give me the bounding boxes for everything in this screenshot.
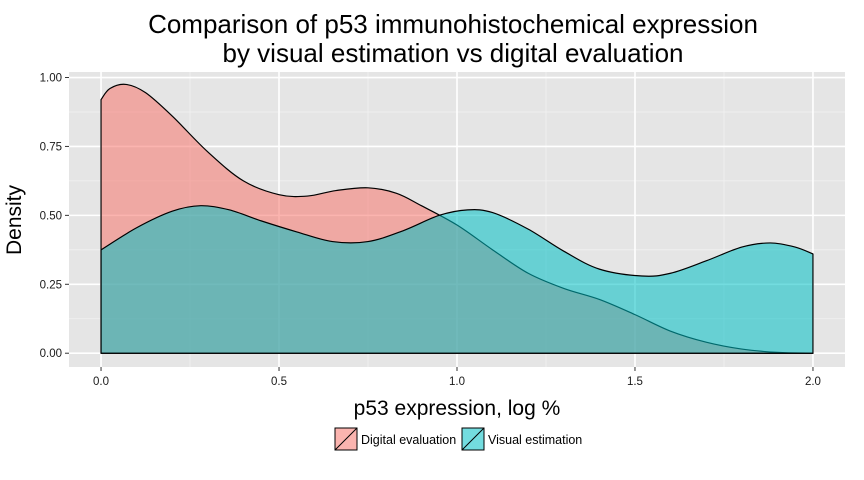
y-axis: 0.00 0.25 0.50 0.75 1.00 xyxy=(40,73,69,360)
y-tick-label: 1.00 xyxy=(40,73,62,85)
y-tick-label: 0.00 xyxy=(40,348,62,360)
chart-title-line1: Comparison of p53 immunohistochemical ex… xyxy=(148,9,758,39)
legend-label-digital: Digital evaluation xyxy=(361,433,456,447)
y-tick-label: 0.50 xyxy=(40,210,62,222)
x-tick-label: 0.0 xyxy=(93,376,109,388)
legend-key-digital-slash xyxy=(334,427,358,451)
density-area-visual xyxy=(100,205,814,354)
y-axis-title: Density xyxy=(3,184,26,255)
legend-label-visual: Visual estimation xyxy=(488,433,582,447)
x-tick-label: 2.0 xyxy=(805,376,821,388)
legend-key-visual-slash xyxy=(461,427,485,451)
x-tick-label: 1.5 xyxy=(627,376,643,388)
chart-title-line2: by visual estimation vs digital evaluati… xyxy=(222,38,683,68)
y-tick-label: 0.75 xyxy=(40,141,62,153)
x-axis-title: p53 expression, log % xyxy=(354,397,561,420)
x-tick-label: 0.5 xyxy=(271,376,287,388)
x-axis: 0.0 0.5 1.0 1.5 2.0 xyxy=(93,367,821,388)
legend: Digital evaluation Visual estimation xyxy=(334,427,582,451)
density-areas xyxy=(100,83,814,354)
y-tick-label: 0.25 xyxy=(40,279,62,291)
legend-item-visual: Visual estimation xyxy=(461,427,582,451)
legend-item-digital: Digital evaluation xyxy=(334,427,456,451)
x-tick-label: 1.0 xyxy=(449,376,465,388)
